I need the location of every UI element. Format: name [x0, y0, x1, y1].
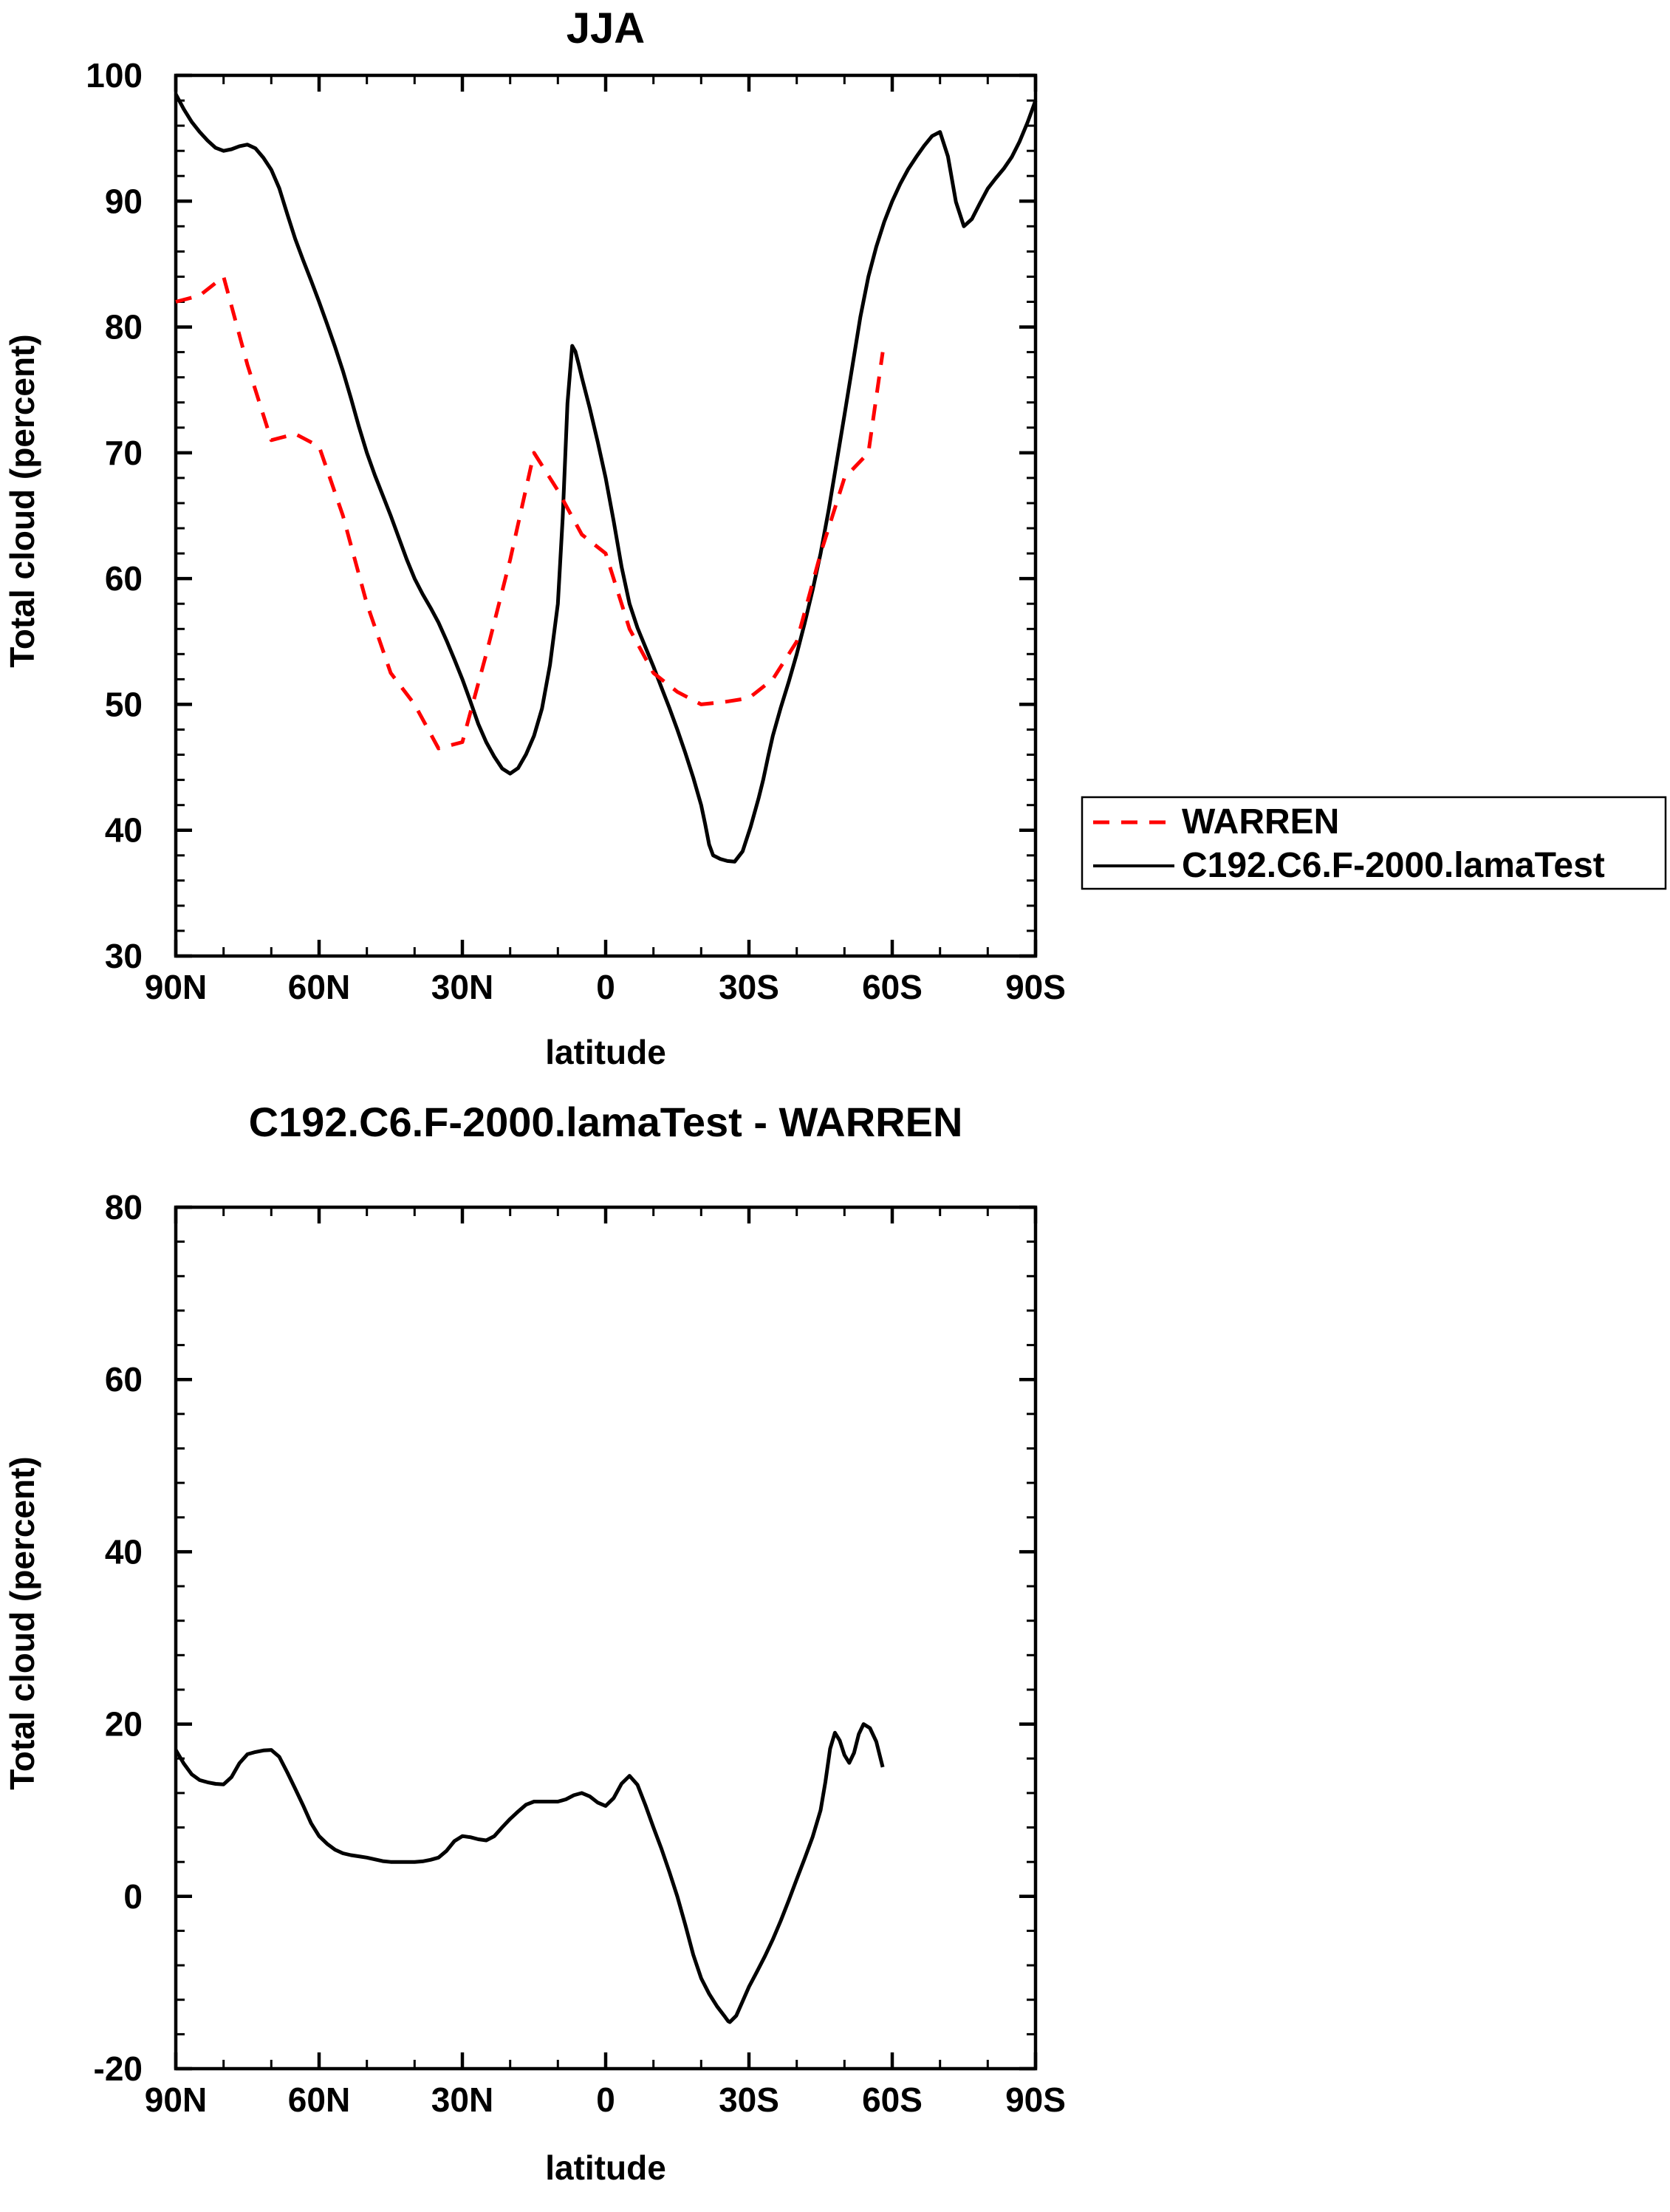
svg-text:90S: 90S — [1005, 2080, 1066, 2119]
svg-text:40: 40 — [105, 811, 143, 850]
svg-text:latitude: latitude — [545, 1033, 666, 1071]
svg-text:90S: 90S — [1005, 968, 1066, 1006]
svg-text:-20: -20 — [94, 2049, 143, 2088]
svg-text:C192.C6.F-2000.lamaTest: C192.C6.F-2000.lamaTest — [1182, 846, 1605, 885]
svg-text:20: 20 — [105, 1705, 143, 1744]
svg-text:60N: 60N — [288, 2080, 350, 2119]
svg-text:30S: 30S — [719, 968, 779, 1006]
svg-text:40: 40 — [105, 1532, 143, 1571]
svg-text:60S: 60S — [862, 2080, 923, 2119]
svg-text:30: 30 — [105, 937, 143, 975]
svg-text:0: 0 — [123, 1877, 143, 1916]
svg-text:0: 0 — [596, 2080, 615, 2119]
svg-text:60: 60 — [105, 559, 143, 598]
svg-text:80: 80 — [105, 1188, 143, 1226]
svg-text:latitude: latitude — [545, 2148, 666, 2187]
svg-text:0: 0 — [596, 968, 615, 1006]
svg-text:80: 80 — [105, 308, 143, 347]
svg-text:C192.C6.F-2000.lamaTest - WARR: C192.C6.F-2000.lamaTest - WARREN — [249, 1099, 963, 1145]
svg-text:90: 90 — [105, 182, 143, 220]
svg-text:60N: 60N — [288, 968, 350, 1006]
svg-text:50: 50 — [105, 685, 143, 723]
svg-text:Total cloud (percent): Total cloud (percent) — [3, 334, 41, 668]
svg-text:WARREN: WARREN — [1182, 802, 1339, 842]
svg-text:60: 60 — [105, 1360, 143, 1399]
svg-text:Total cloud (percent): Total cloud (percent) — [3, 1456, 41, 1790]
svg-text:30S: 30S — [719, 2080, 779, 2119]
svg-text:100: 100 — [86, 56, 143, 95]
svg-text:JJA: JJA — [567, 4, 645, 52]
svg-text:70: 70 — [105, 434, 143, 472]
svg-text:30N: 30N — [431, 2080, 493, 2119]
svg-text:60S: 60S — [862, 968, 923, 1006]
svg-text:90N: 90N — [145, 2080, 207, 2119]
svg-text:30N: 30N — [431, 968, 493, 1006]
svg-text:90N: 90N — [145, 968, 207, 1006]
